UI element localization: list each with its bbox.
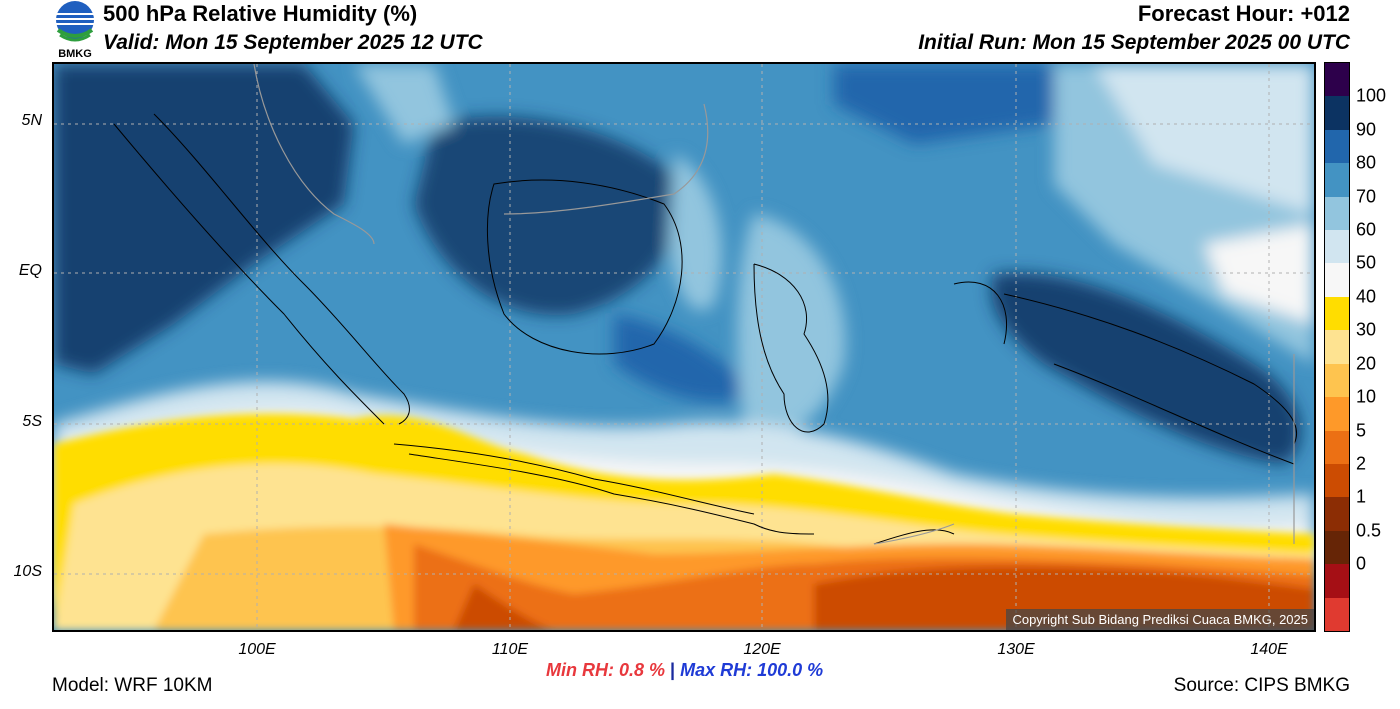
- colorbar-label: 0: [1356, 553, 1367, 574]
- colorbar-segment: [1325, 129, 1349, 164]
- lon-label-100e: 100E: [238, 641, 276, 658]
- map-title: 500 hPa Relative Humidity (%): [103, 1, 418, 26]
- lon-label-120e: 120E: [743, 641, 781, 658]
- lat-label-5n: 5N: [21, 112, 42, 129]
- copyright-notice: Copyright Sub Bidang Prediksi Cuaca BMKG…: [1006, 609, 1314, 630]
- lon-label-130e: 130E: [997, 641, 1035, 658]
- min-rh: Min RH: 0.8 %: [546, 660, 666, 680]
- colorbar-segment: [1325, 564, 1349, 599]
- rh-stats: Min RH: 0.8 % | Max RH: 100.0 %: [546, 660, 823, 681]
- colorbar-label: 30: [1356, 319, 1377, 340]
- lon-label-140e: 140E: [1250, 641, 1288, 658]
- colorbar-segment: [1325, 430, 1349, 465]
- colorbar-segment: [1325, 63, 1349, 97]
- colorbar-label: 20: [1356, 353, 1377, 374]
- colorbar-label: 2: [1356, 453, 1367, 474]
- colorbar-segment: [1325, 296, 1349, 331]
- model-label: Model: WRF 10KM: [52, 675, 213, 696]
- source-label: Source: CIPS BMKG: [1173, 675, 1350, 696]
- bmkg-logo-icon: BMKG: [55, 1, 95, 60]
- colorbar-segment: [1325, 263, 1349, 298]
- colorbar-segment: [1325, 163, 1349, 198]
- colorbar-segment: [1325, 96, 1349, 131]
- colorbar-label: 100: [1356, 85, 1387, 106]
- colorbar-label: 10: [1356, 386, 1377, 407]
- colorbar-label: 90: [1356, 119, 1377, 140]
- colorbar-label: 40: [1356, 286, 1377, 307]
- colorbar-segment: [1325, 497, 1349, 532]
- colorbar-segment: [1325, 196, 1349, 231]
- colorbar-label: 80: [1356, 152, 1377, 173]
- max-rh: Max RH: 100.0 %: [680, 660, 824, 680]
- lon-label-110e: 110E: [491, 641, 529, 658]
- colorbar-segment: [1325, 530, 1349, 565]
- lat-label-10s: 10S: [13, 563, 42, 580]
- colorbar: [1324, 62, 1350, 632]
- lat-label-5s: 5S: [22, 413, 42, 430]
- initial-run: Initial Run: Mon 15 September 2025 00 UT…: [918, 31, 1350, 54]
- colorbar-label: 5: [1356, 420, 1367, 441]
- colorbar-segment: [1325, 463, 1349, 498]
- colorbar-segment: [1325, 363, 1349, 398]
- logo-text: BMKG: [58, 48, 92, 60]
- colorbar-label: 50: [1356, 252, 1377, 273]
- valid-time: Valid: Mon 15 September 2025 12 UTC: [103, 31, 483, 54]
- colorbar-label: 0.5: [1356, 520, 1382, 541]
- colorbar-label: 1: [1356, 486, 1367, 507]
- stats-separator: |: [670, 660, 676, 680]
- colorbar-segment: [1325, 330, 1349, 365]
- colorbar-segment: [1325, 597, 1349, 632]
- forecast-hour: Forecast Hour: +012: [1137, 1, 1350, 26]
- humidity-map[interactable]: [52, 62, 1316, 632]
- lat-label-eq: EQ: [18, 262, 42, 279]
- colorbar-segment: [1325, 230, 1349, 264]
- colorbar-label: 70: [1356, 186, 1377, 207]
- colorbar-label: 60: [1356, 219, 1377, 240]
- colorbar-segment: [1325, 397, 1349, 432]
- map-canvas: [54, 64, 1314, 630]
